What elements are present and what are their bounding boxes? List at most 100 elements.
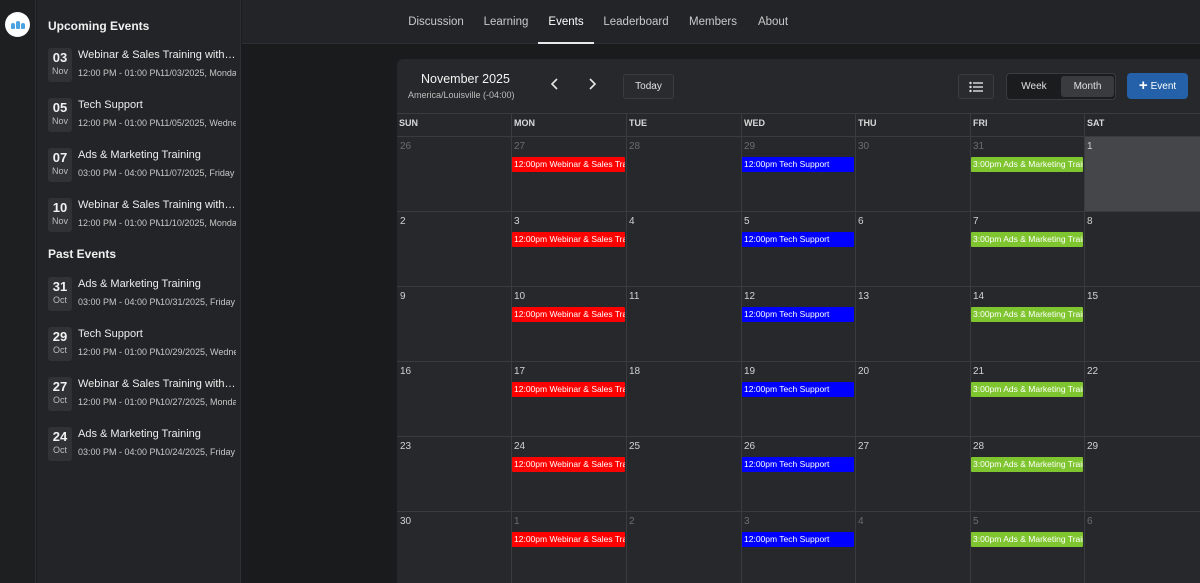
grid-row-divider — [397, 136, 1200, 137]
tab-learning[interactable]: Learning — [483, 16, 529, 28]
tab-leaderboard[interactable]: Leaderboard — [603, 16, 669, 28]
day-number[interactable]: 1 — [514, 516, 520, 527]
calendar-event-chip[interactable]: 12:00pm Webinar & Sales Training with Ma… — [512, 457, 625, 472]
day-number[interactable]: 6 — [858, 216, 864, 227]
day-number[interactable]: 29 — [1087, 441, 1099, 452]
event-title: Tech Support — [78, 99, 143, 111]
calendar-event-chip[interactable]: 12:00pm Tech Support — [742, 457, 854, 472]
day-number[interactable]: 2 — [400, 216, 406, 227]
view-toggle: Week Month — [1006, 73, 1116, 100]
day-number[interactable]: 11 — [629, 291, 640, 302]
calendar-event-chip[interactable]: 3:00pm Ads & Marketing Training — [971, 232, 1083, 247]
day-number[interactable]: 22 — [1087, 366, 1099, 377]
calendar-event-chip[interactable]: 12:00pm Webinar & Sales Training with Ma… — [512, 307, 625, 322]
day-number[interactable]: 16 — [400, 366, 412, 377]
tab-discussion[interactable]: Discussion — [408, 16, 464, 28]
day-number[interactable]: 21 — [973, 366, 985, 377]
tab-members[interactable]: Members — [689, 16, 737, 28]
event-meta: 12:00 PM - 01:00 PM10/27/2025, Monday — [78, 397, 238, 407]
day-number[interactable]: 6 — [1087, 516, 1093, 527]
day-number[interactable]: 27 — [858, 441, 870, 452]
list-icon — [969, 81, 983, 92]
day-number[interactable]: 12 — [744, 291, 756, 302]
day-number[interactable]: 30 — [400, 516, 412, 527]
tab-about[interactable]: About — [757, 16, 789, 28]
past-events-heading: Past Events — [48, 247, 117, 261]
calendar-event-chip[interactable]: 3:00pm Ads & Marketing Training — [971, 382, 1083, 397]
past-event-item[interactable]: 27 Oct Webinar & Sales Training with Matt 1… — [48, 377, 238, 417]
day-number[interactable]: 20 — [858, 366, 870, 377]
day-number[interactable]: 29 — [744, 141, 756, 152]
calendar-event-chip[interactable]: 3:00pm Ads & Marketing Training — [971, 457, 1083, 472]
upcoming-event-item[interactable]: 03 Nov Webinar & Sales Training with Matt 1… — [48, 48, 238, 88]
past-event-item[interactable]: 29 Oct Tech Support 12:00 PM - 01:00 PM10/2… — [48, 327, 238, 367]
day-number[interactable]: 3 — [744, 516, 750, 527]
day-number[interactable]: 27 — [514, 141, 526, 152]
calendar-event-chip[interactable]: 3:00pm Ads & Marketing Training — [971, 157, 1083, 172]
day-number[interactable]: 23 — [400, 441, 412, 452]
day-number[interactable]: 5 — [973, 516, 979, 527]
past-event-item[interactable]: 24 Oct Ads & Marketing Training 03:00 PM - … — [48, 427, 238, 467]
event-date: 11/03/2025, Monday — [160, 68, 236, 78]
event-date: 10/27/2025, Monday — [160, 397, 236, 407]
weekday-header-thu: THU — [855, 114, 970, 136]
app-rail — [0, 0, 36, 583]
day-number[interactable]: 28 — [973, 441, 985, 452]
day-number[interactable]: 4 — [858, 516, 864, 527]
calendar-event-chip[interactable]: 12:00pm Webinar & Sales Training with Ma… — [512, 232, 625, 247]
day-number[interactable]: 28 — [629, 141, 641, 152]
day-number[interactable]: 17 — [514, 366, 526, 377]
day-number[interactable]: 8 — [1087, 216, 1093, 227]
calendar-event-chip[interactable]: 12:00pm Webinar & Sales Training with Ma… — [512, 382, 625, 397]
calendar-event-chip[interactable]: 3:00pm Ads & Marketing Training — [971, 532, 1083, 547]
event-month: Oct — [52, 345, 67, 355]
day-number[interactable]: 25 — [629, 441, 641, 452]
day-number[interactable]: 13 — [858, 291, 870, 302]
event-day: 27 — [52, 379, 68, 394]
next-month-chevron-icon[interactable] — [585, 77, 599, 91]
event-meta: 12:00 PM - 01:00 PM11/05/2025, Wednesday — [78, 118, 238, 128]
upcoming-event-item[interactable]: 10 Nov Webinar & Sales Training with Matt 1… — [48, 198, 238, 238]
event-date: 11/07/2025, Friday — [160, 168, 235, 178]
list-view-button[interactable] — [958, 74, 994, 99]
day-number[interactable]: 19 — [744, 366, 756, 377]
weekday-header-sat: SAT — [1084, 114, 1200, 136]
calendar-event-chip[interactable]: 3:00pm Ads & Marketing Training — [971, 307, 1083, 322]
calendar-event-chip[interactable]: 12:00pm Tech Support — [742, 532, 854, 547]
day-number[interactable]: 26 — [400, 141, 412, 152]
day-number[interactable]: 4 — [629, 216, 635, 227]
calendar-event-chip[interactable]: 12:00pm Webinar & Sales Training with Ma… — [512, 532, 625, 547]
community-logo-icon[interactable] — [5, 12, 30, 37]
week-view-button[interactable]: Week — [1021, 81, 1047, 92]
day-number[interactable]: 30 — [858, 141, 870, 152]
day-number[interactable]: 7 — [973, 216, 979, 227]
calendar-event-chip[interactable]: 12:00pm Tech Support — [742, 307, 854, 322]
day-number[interactable]: 18 — [629, 366, 641, 377]
day-number[interactable]: 31 — [973, 141, 985, 152]
add-event-button[interactable]: + Event — [1127, 73, 1188, 99]
prev-month-chevron-icon[interactable] — [548, 77, 562, 91]
calendar-event-chip[interactable]: 12:00pm Webinar & Sales Training with Ma… — [512, 157, 625, 172]
day-number[interactable]: 14 — [973, 291, 985, 302]
calendar-event-chip[interactable]: 12:00pm Tech Support — [742, 157, 854, 172]
day-number[interactable]: 10 — [514, 291, 526, 302]
day-number[interactable]: 2 — [629, 516, 635, 527]
today-button[interactable]: Today — [623, 74, 674, 99]
tab-events[interactable]: Events — [538, 0, 594, 44]
day-number[interactable]: 3 — [514, 216, 520, 227]
upcoming-event-item[interactable]: 07 Nov Ads & Marketing Training 03:00 PM - … — [48, 148, 238, 188]
day-number[interactable]: 9 — [400, 291, 406, 302]
day-number[interactable]: 5 — [744, 216, 750, 227]
event-month: Nov — [51, 166, 68, 176]
event-title: Ads & Marketing Training — [78, 428, 201, 440]
upcoming-event-item[interactable]: 05 Nov Tech Support 12:00 PM - 01:00 PM11/0… — [48, 98, 238, 138]
past-event-item[interactable]: 31 Oct Ads & Marketing Training 03:00 PM - … — [48, 277, 238, 317]
calendar-event-chip[interactable]: 12:00pm Tech Support — [742, 382, 854, 397]
month-view-button[interactable]: Month — [1061, 76, 1114, 97]
day-number[interactable]: 1 — [1087, 141, 1093, 152]
day-number[interactable]: 24 — [514, 441, 526, 452]
day-number[interactable]: 15 — [1087, 291, 1099, 302]
day-number[interactable]: 26 — [744, 441, 756, 452]
event-time: 03:00 PM - 04:00 PM — [78, 168, 160, 178]
calendar-event-chip[interactable]: 12:00pm Tech Support — [742, 232, 854, 247]
